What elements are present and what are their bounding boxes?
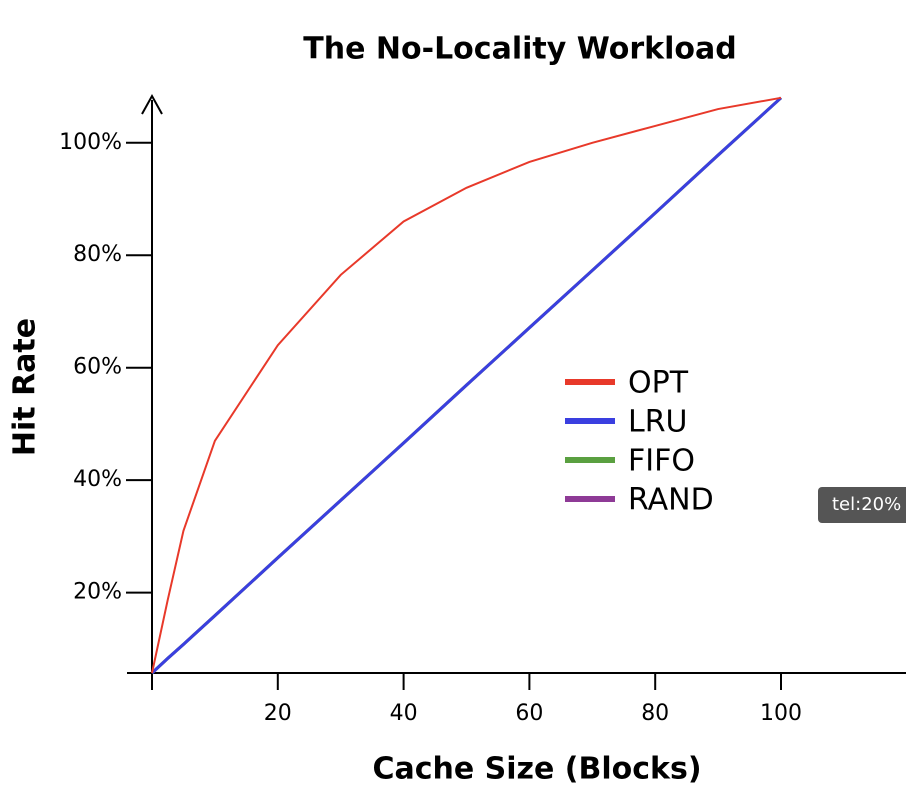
plot	[150, 96, 783, 675]
y-tick-label: 80%	[73, 242, 122, 267]
legend-label: OPT	[628, 366, 689, 401]
tooltip: tel:20%	[832, 494, 901, 515]
y-tick-label: 40%	[73, 467, 122, 492]
x-tick-label: 100	[760, 701, 802, 726]
y-axis-label: Hit Rate	[8, 318, 43, 456]
series-line	[151, 96, 782, 674]
series-line	[150, 96, 783, 675]
chart-title: The No-Locality Workload	[303, 32, 736, 67]
y-axis-arrow	[141, 93, 163, 115]
x-tick-label: 40	[390, 701, 418, 726]
tooltip-box	[818, 487, 906, 523]
x-tick-label: 20	[264, 701, 292, 726]
legend-label: LRU	[628, 405, 688, 440]
x-tick-label: 80	[641, 701, 669, 726]
x-axis-label: Cache Size (Blocks)	[372, 752, 701, 787]
legend-label: RAND	[628, 483, 714, 518]
legend-label: FIFO	[628, 444, 695, 479]
y-tick-label: 20%	[73, 580, 122, 605]
y-tick-label: 100%	[59, 130, 122, 155]
x-tick-label: 60	[515, 701, 543, 726]
y-tick-label: 60%	[73, 355, 122, 380]
